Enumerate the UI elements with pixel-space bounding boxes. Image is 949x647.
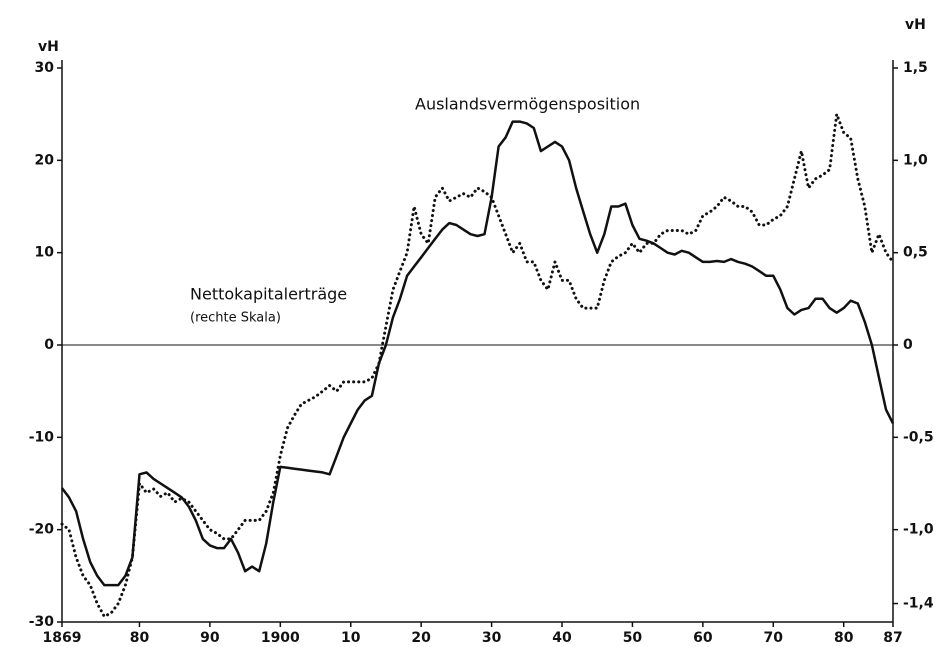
y2-tick-label: -1,0 bbox=[903, 522, 934, 538]
y2-tick-label: 1,0 bbox=[903, 152, 928, 168]
series-label: Nettokapitalerträge bbox=[190, 285, 347, 304]
y-tick-label: 20 bbox=[35, 152, 55, 168]
y-tick-label: -10 bbox=[29, 429, 55, 445]
y-tick-label: -30 bbox=[29, 614, 55, 630]
y2-tick-label: 0,5 bbox=[903, 245, 928, 261]
x-tick-label: 40 bbox=[552, 630, 572, 646]
y2-tick-label: 1,5 bbox=[903, 60, 928, 76]
series-label: Auslandsvermögensposition bbox=[415, 95, 640, 114]
x-tick-label: 60 bbox=[693, 630, 713, 646]
x-tick-label: 1900 bbox=[261, 630, 300, 646]
y2-axis-label: vH bbox=[905, 17, 926, 33]
x-tick-label: 30 bbox=[482, 630, 502, 646]
y2-tick-label: -1,4 bbox=[903, 596, 934, 612]
annotation: (rechte Skala) bbox=[190, 311, 281, 326]
x-tick-label: 80 bbox=[834, 630, 854, 646]
x-tick-label: 20 bbox=[411, 630, 431, 646]
x-tick-label: 1869 bbox=[43, 630, 82, 646]
y-tick-label: -20 bbox=[29, 522, 55, 538]
y2-tick-label: 0 bbox=[903, 337, 913, 353]
y-tick-label: 30 bbox=[35, 60, 55, 76]
y-tick-label: 10 bbox=[35, 245, 55, 261]
x-tick-label: 80 bbox=[130, 630, 150, 646]
series-line bbox=[61, 120, 895, 587]
x-tick-label: 90 bbox=[200, 630, 220, 646]
x-tick-label: 10 bbox=[341, 630, 361, 646]
y2-tick-label: -0,5 bbox=[903, 429, 934, 445]
x-tick-label: 70 bbox=[764, 630, 784, 646]
x-tick-label: 50 bbox=[623, 630, 643, 646]
x-tick-label: 87 bbox=[883, 630, 902, 646]
y-tick-label: 0 bbox=[44, 337, 54, 353]
y-axis-label: vH bbox=[38, 39, 59, 55]
series-line bbox=[60, 112, 895, 618]
